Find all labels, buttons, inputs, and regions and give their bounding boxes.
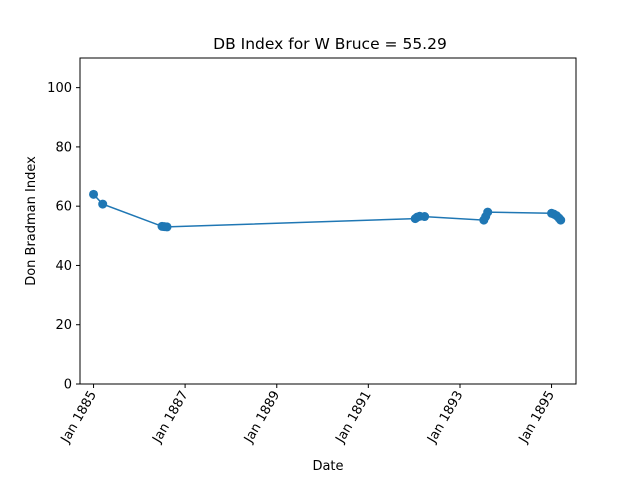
- data-point: [420, 212, 430, 222]
- data-point: [556, 215, 566, 225]
- data-point: [98, 199, 108, 209]
- chart-title: DB Index for W Bruce = 55.29: [213, 35, 447, 53]
- x-tick-label: Jan 1891: [333, 389, 375, 447]
- y-axis: 0 20 40 60 80 100: [47, 81, 80, 393]
- x-tick-label: Jan 1885: [58, 389, 100, 447]
- y-tick-label: 100: [47, 81, 72, 96]
- x-axis-label: Date: [312, 459, 343, 474]
- y-tick-label: 80: [55, 140, 72, 155]
- y-tick-label: 60: [55, 200, 72, 215]
- series-db-index: [89, 189, 566, 232]
- data-point: [162, 222, 172, 232]
- data-point: [89, 189, 99, 199]
- x-axis: Jan 1885 Jan 1887 Jan 1889 Jan 1891 Jan 1893…: [58, 384, 558, 446]
- y-tick-label: 20: [55, 318, 72, 333]
- y-tick-label: 0: [64, 378, 72, 393]
- x-tick-label: Jan 1895: [516, 389, 558, 447]
- y-tick-label: 40: [55, 259, 72, 274]
- data-point: [483, 207, 493, 217]
- x-tick-label: Jan 1893: [424, 389, 466, 447]
- y-axis-label: Don Bradman Index: [24, 156, 39, 286]
- x-tick-label: Jan 1887: [149, 389, 191, 447]
- x-tick-label: Jan 1889: [241, 389, 283, 447]
- plot-frame: [79, 57, 577, 385]
